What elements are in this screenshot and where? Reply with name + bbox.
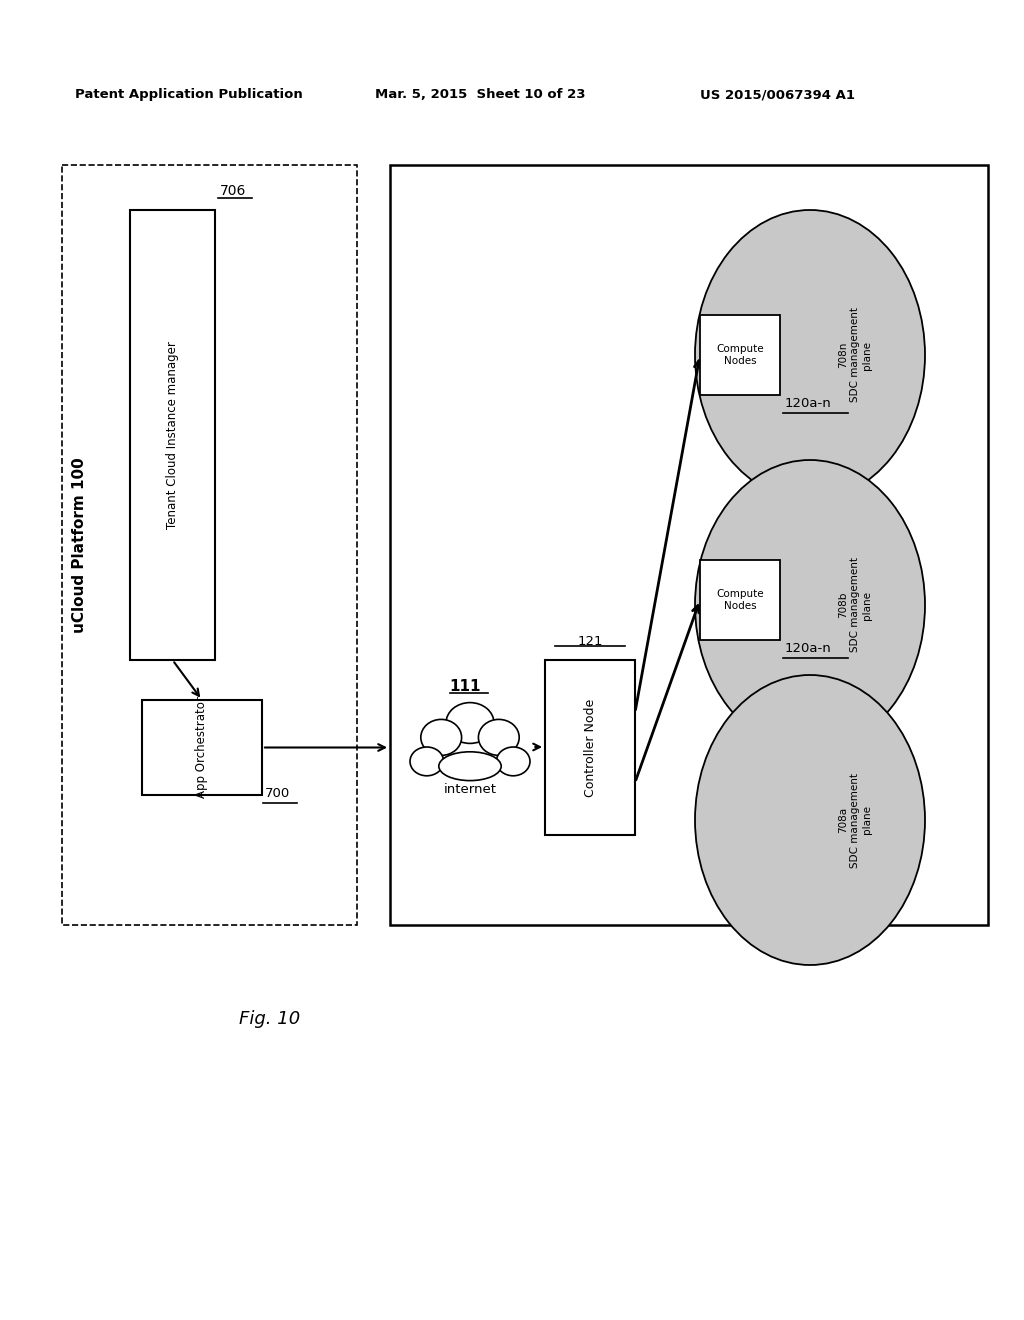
Text: 708a
SDC management
plane: 708a SDC management plane — [839, 772, 871, 867]
Ellipse shape — [695, 210, 925, 500]
Bar — [700, 560, 780, 640]
Text: 111: 111 — [450, 680, 480, 694]
Text: 708n
SDC management
plane: 708n SDC management plane — [839, 308, 871, 403]
Text: App Orchestrator: App Orchestrator — [196, 697, 209, 799]
Text: 708b
SDC management
plane: 708b SDC management plane — [839, 557, 871, 652]
Text: 120a-n: 120a-n — [785, 397, 831, 411]
Text: Compute
Nodes: Compute Nodes — [716, 345, 764, 366]
Text: Patent Application Publication: Patent Application Publication — [75, 88, 303, 102]
Ellipse shape — [695, 675, 925, 965]
Text: 706: 706 — [220, 183, 247, 198]
Ellipse shape — [497, 747, 530, 776]
Text: internet: internet — [443, 783, 497, 796]
Bar — [545, 660, 635, 836]
Text: 121: 121 — [578, 635, 603, 648]
Text: 700: 700 — [265, 787, 290, 800]
Bar — [390, 165, 988, 925]
Ellipse shape — [439, 752, 501, 780]
Ellipse shape — [478, 719, 519, 755]
Text: Tenant Cloud Instance manager: Tenant Cloud Instance manager — [166, 341, 179, 529]
Bar — [142, 700, 262, 795]
Bar — [62, 165, 357, 925]
Ellipse shape — [446, 702, 494, 743]
Text: Fig. 10: Fig. 10 — [240, 1010, 301, 1028]
Text: Mar. 5, 2015  Sheet 10 of 23: Mar. 5, 2015 Sheet 10 of 23 — [375, 88, 586, 102]
Ellipse shape — [410, 747, 443, 776]
Text: US 2015/0067394 A1: US 2015/0067394 A1 — [700, 88, 855, 102]
Text: Controller Node: Controller Node — [584, 698, 597, 797]
Ellipse shape — [695, 459, 925, 750]
Text: 120a-n: 120a-n — [785, 642, 831, 655]
Ellipse shape — [421, 719, 462, 755]
Bar — [700, 315, 780, 395]
Text: Compute
Nodes: Compute Nodes — [716, 589, 764, 611]
Bar — [130, 210, 215, 660]
Text: uCloud Platform 100: uCloud Platform 100 — [73, 457, 87, 632]
